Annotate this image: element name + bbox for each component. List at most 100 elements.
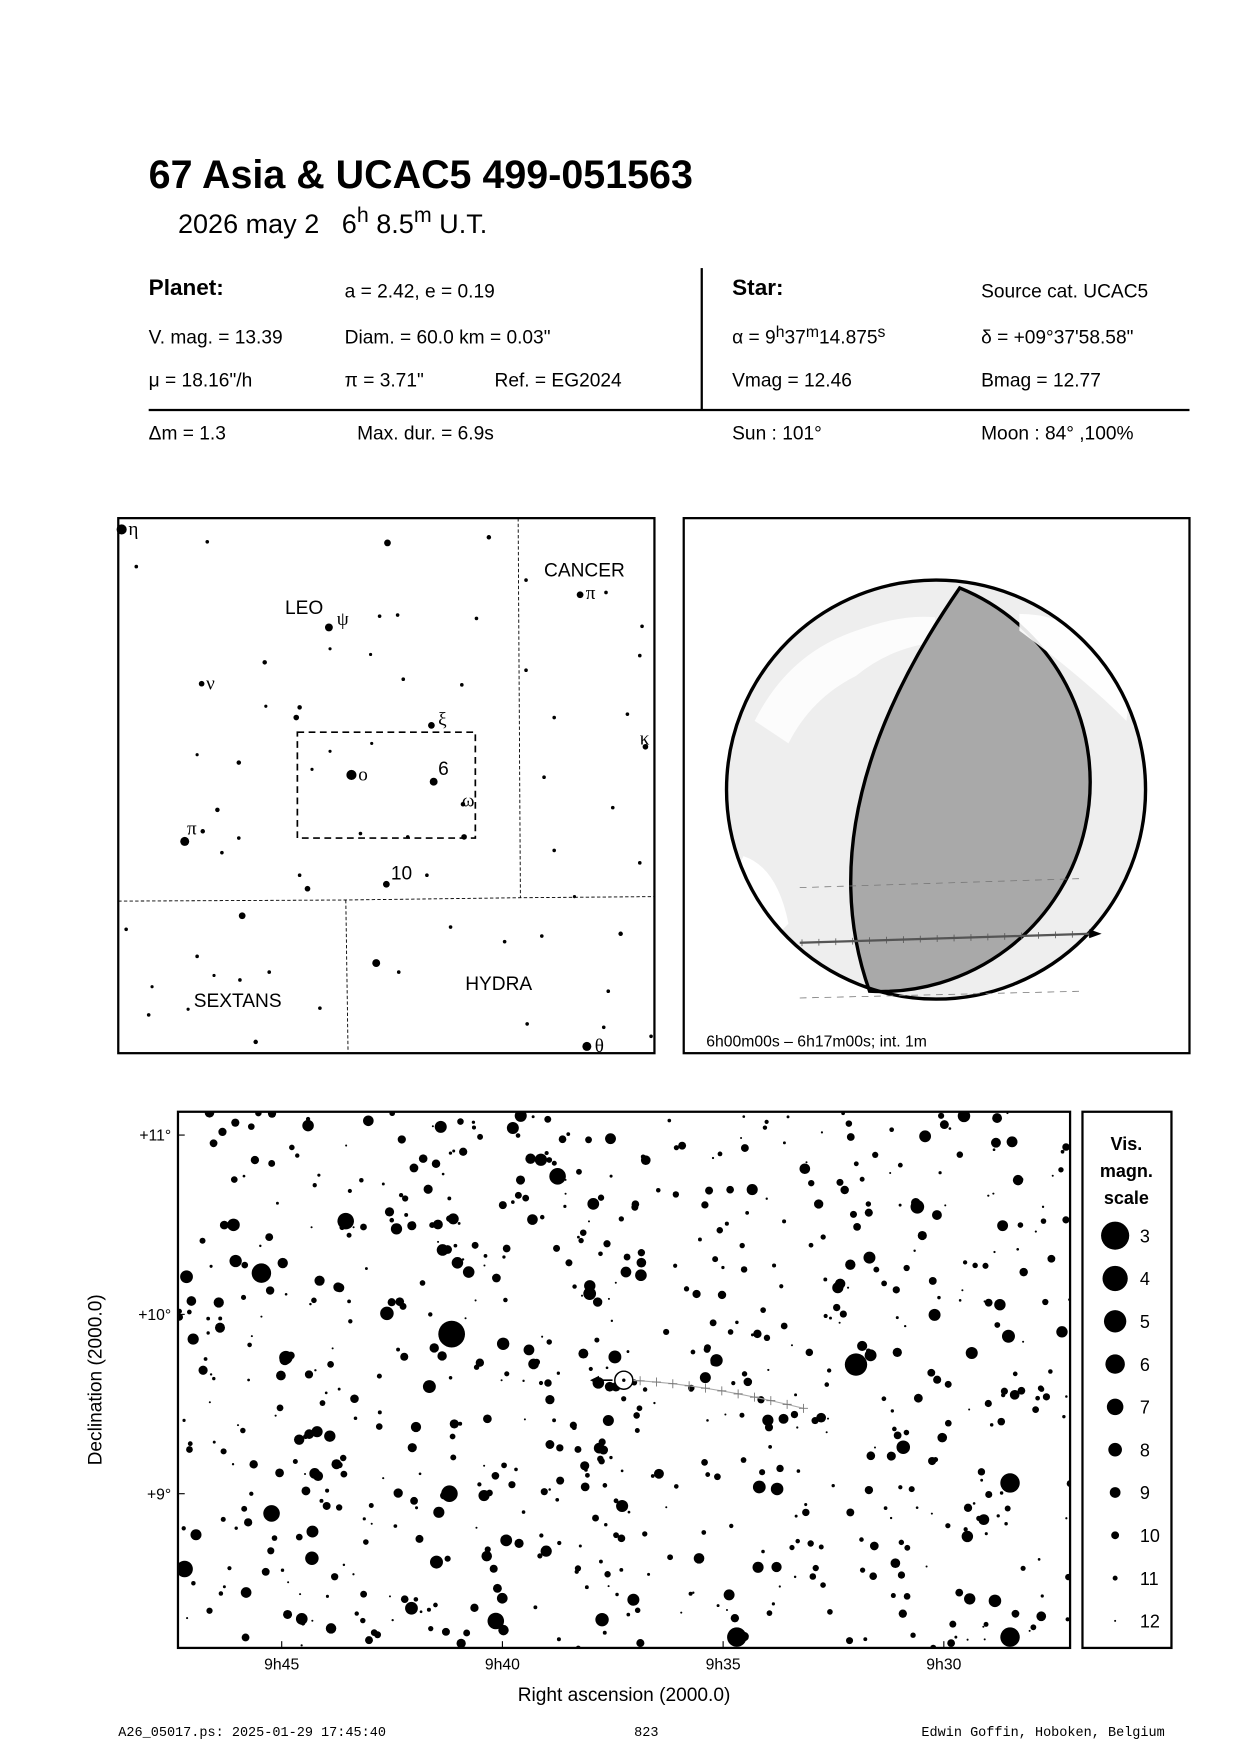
chart-star	[284, 1292, 288, 1296]
chart-star	[889, 1516, 893, 1520]
chart-star	[1048, 1369, 1053, 1374]
chart-star	[451, 1257, 464, 1269]
chart-star	[1036, 1611, 1047, 1622]
chart-star	[721, 1265, 725, 1270]
chart-star	[191, 1581, 196, 1586]
chart-star	[626, 1612, 631, 1617]
chart-star	[434, 1120, 447, 1133]
chart-star	[1065, 1517, 1068, 1520]
finder-star	[238, 978, 242, 982]
landmass	[754, 616, 938, 744]
chart-star	[477, 1133, 484, 1140]
finder-star	[146, 1013, 151, 1017]
chart-star	[212, 1376, 216, 1381]
chart-star	[859, 1537, 864, 1542]
footer-page: 823	[634, 1724, 659, 1741]
chart-star	[634, 1428, 640, 1433]
chart-star	[859, 1176, 865, 1182]
chart-star	[897, 1571, 906, 1579]
chart-star	[678, 1141, 687, 1150]
chart-star	[441, 1172, 445, 1176]
chart-star	[838, 1321, 841, 1324]
chart-star	[898, 1609, 907, 1618]
chart-star	[276, 1404, 284, 1412]
chart-star	[585, 1472, 590, 1478]
chart-star	[977, 1468, 986, 1476]
chart-star	[635, 1269, 647, 1282]
chart-star	[471, 1120, 476, 1124]
chart-star	[919, 1130, 932, 1143]
chart-star	[540, 1545, 552, 1557]
star-dec: δ = +09°37'58.58"	[981, 326, 1134, 349]
chart-star	[1056, 1326, 1068, 1338]
chart-star	[809, 1573, 817, 1580]
chart-star	[863, 1251, 876, 1264]
chart-star	[265, 1233, 274, 1242]
chart-star	[619, 1567, 624, 1572]
chart-star	[227, 1218, 240, 1232]
track-tick	[782, 1399, 792, 1409]
finder-star	[236, 760, 242, 765]
chart-star	[778, 1413, 789, 1424]
chart-star	[866, 1451, 876, 1461]
globe-outline	[724, 578, 1148, 1001]
chart-star	[474, 1299, 477, 1302]
chart-star	[883, 1506, 888, 1510]
chart-star	[502, 1244, 511, 1253]
finder-star	[205, 539, 210, 544]
chart-star	[865, 1201, 872, 1207]
hour-unit: h	[356, 203, 369, 228]
chart-star	[397, 1135, 406, 1144]
chart-star	[309, 1468, 321, 1479]
chart-star	[481, 1550, 492, 1562]
chart-star	[892, 1347, 902, 1357]
finder-star	[346, 769, 357, 781]
finder-star	[236, 836, 241, 840]
finder-star	[524, 578, 528, 582]
chart-star	[544, 1115, 552, 1123]
chart-star	[449, 1419, 459, 1429]
chart-star	[462, 1266, 475, 1278]
chart-star	[325, 1488, 330, 1493]
chart-star	[949, 1620, 957, 1628]
chart-star	[673, 1145, 679, 1151]
bright-star	[251, 1263, 272, 1283]
chart-star	[621, 1396, 627, 1402]
chart-star	[864, 1349, 877, 1362]
track-tick	[749, 1392, 759, 1402]
chart-star	[984, 1399, 992, 1408]
chart-star	[859, 1567, 866, 1573]
chart-star	[1019, 1267, 1028, 1277]
chart-star	[187, 1333, 199, 1345]
chart-star	[186, 1296, 197, 1306]
chart-star	[709, 1319, 717, 1327]
chart-star	[515, 1175, 526, 1185]
chart-star	[925, 1565, 928, 1568]
chart-star	[437, 1351, 447, 1361]
finder-star	[180, 836, 190, 846]
chart-star	[753, 1329, 762, 1339]
chart-star	[928, 1308, 941, 1321]
chart-star	[177, 1313, 184, 1321]
chart-star	[483, 1464, 486, 1467]
chart-star	[580, 1294, 584, 1297]
track-tick	[651, 1377, 661, 1387]
chart-star	[463, 1629, 471, 1637]
chart-star	[342, 1563, 346, 1567]
legend-title: scale	[1104, 1188, 1149, 1208]
chart-star	[997, 1220, 1009, 1232]
chart-star	[514, 1111, 527, 1122]
chart-star	[665, 1506, 668, 1509]
chart-star	[571, 1424, 577, 1430]
chart-star	[181, 1526, 186, 1531]
chart-star	[419, 1610, 423, 1614]
event-datetime: 2026 may 2 6h 8.5m U.T.	[178, 205, 488, 242]
chart-star	[727, 1329, 734, 1335]
chart-star	[578, 1237, 584, 1244]
chart-star	[227, 1566, 232, 1571]
chart-star	[672, 1191, 680, 1198]
chart-star	[410, 1421, 422, 1433]
time-suffix: U.T.	[431, 209, 488, 240]
chart-star	[701, 1459, 708, 1466]
